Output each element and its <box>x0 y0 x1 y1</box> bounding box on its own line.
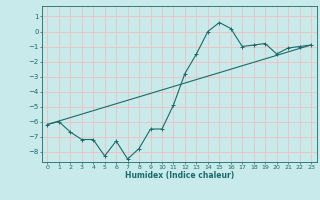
X-axis label: Humidex (Indice chaleur): Humidex (Indice chaleur) <box>124 171 234 180</box>
